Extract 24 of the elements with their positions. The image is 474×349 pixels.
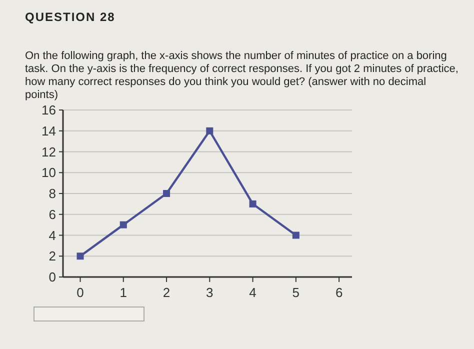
point <box>76 252 84 260</box>
y-tick-label: 0 <box>48 270 56 285</box>
y-tick-label: 8 <box>48 186 56 202</box>
y-tick-label: 2 <box>48 248 56 264</box>
x-tick-label: 1 <box>120 285 128 300</box>
y-tick-label: 4 <box>48 228 56 243</box>
x-tick-label: 5 <box>292 285 300 300</box>
y-tick-label: 16 <box>42 102 56 118</box>
y-tick-label: 6 <box>48 206 56 222</box>
x-tick-label: 3 <box>206 285 214 300</box>
point <box>120 221 127 228</box>
point <box>163 190 170 197</box>
point <box>292 232 300 239</box>
x-tick-label: 2 <box>162 285 170 300</box>
point <box>206 127 214 134</box>
y-tick-label: 10 <box>42 165 56 180</box>
chart-title: QUESTION 28 <box>25 10 116 24</box>
y-tick-label: 12 <box>42 144 56 160</box>
x-tick-label: 4 <box>249 285 256 300</box>
chart-subtitle: On the following graph, the x-axis shows the number of minutes of practice on a boring task. On the y-axis is the frequency of correct responses. If you got 2 minutes of practice, how many correct responses do you think you would get? (answer with no decimal points) <box>25 50 458 101</box>
x-tick-label: 0 <box>76 285 84 300</box>
x-tick-label: 6 <box>335 285 343 300</box>
y-tick-label: 14 <box>42 123 56 138</box>
point <box>249 200 256 208</box>
